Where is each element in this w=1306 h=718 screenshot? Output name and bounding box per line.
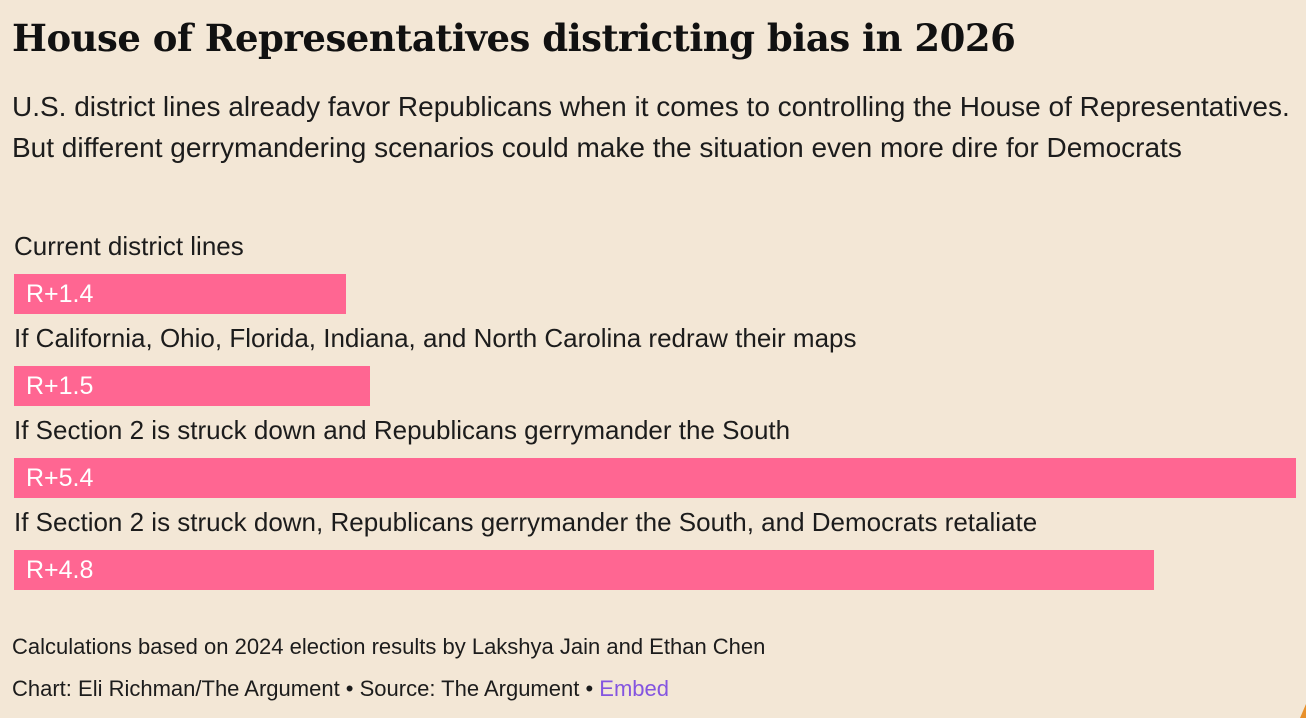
bar-category-label: If Section 2 is struck down and Republic… <box>14 415 791 445</box>
bar-value-label: R+1.5 <box>26 372 94 400</box>
bar-value-label: R+4.8 <box>26 556 94 584</box>
bar <box>14 458 1296 498</box>
bar-category-label: If Section 2 is struck down, Republicans… <box>14 507 1038 537</box>
embed-link[interactable]: Embed <box>599 676 669 701</box>
bar <box>14 366 370 406</box>
credits-text: Chart: Eli Richman/The Argument • Source… <box>12 676 600 701</box>
corner-accent <box>1300 704 1306 718</box>
bar-category-label: Current district lines <box>14 231 244 261</box>
bar-value-label: R+5.4 <box>26 464 94 492</box>
chart-subtitle: U.S. district lines already favor Republ… <box>12 91 1290 163</box>
bar-value-label: R+1.4 <box>26 280 94 308</box>
methodology-note: Calculations based on 2024 election resu… <box>12 634 766 659</box>
bar <box>14 550 1154 590</box>
bar <box>14 274 346 314</box>
chart-credits: Chart: Eli Richman/The Argument • Source… <box>12 674 669 704</box>
bar-chart: Current district lines R+1.4 If California… <box>0 229 1306 599</box>
chart-title: House of Representatives districting bia… <box>12 16 1016 60</box>
bar-category-label: If California, Ohio, Florida, Indiana, a… <box>14 323 857 353</box>
